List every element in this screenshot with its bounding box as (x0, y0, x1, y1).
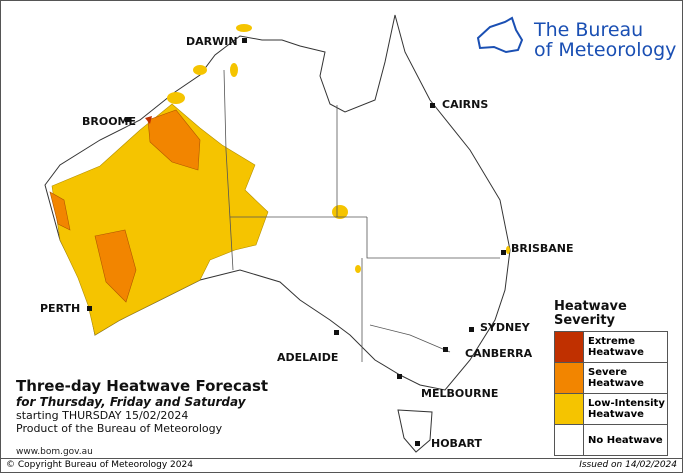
legend-item: Severe Heatwave (554, 362, 668, 393)
city-label: CAIRNS (442, 98, 488, 111)
legend-item: Extreme Heatwave (554, 331, 668, 362)
legend-item: No Heatwave (554, 424, 668, 456)
footer: © Copyright Bureau of Meteorology 2024 I… (0, 458, 683, 473)
legend-title: Heatwave Severity (554, 299, 627, 328)
subtitle: for Thursday, Friday and Saturday (16, 395, 246, 409)
logo-emblem (476, 16, 524, 54)
legend-label: Severe Heatwave (588, 367, 644, 389)
logo-text: The Bureau (534, 19, 644, 41)
city-label: PERTH (40, 302, 80, 315)
copyright: © Copyright Bureau of Meteorology 2024 (6, 460, 193, 470)
city-label: DARWIN (186, 35, 238, 48)
logo-text: of Meteorology (534, 39, 677, 61)
low-intensity-region (355, 265, 361, 273)
low-intensity-region (167, 92, 185, 104)
severe-region (49, 191, 71, 231)
low-intensity-region (193, 65, 207, 75)
legend-label: Extreme Heatwave (588, 336, 644, 358)
website: www.bom.gov.au (16, 447, 93, 457)
extreme-region (145, 116, 152, 124)
issued-date: Issued on 14/02/2024 (579, 460, 677, 470)
product-note: Product of the Bureau of Meteorology (16, 422, 223, 435)
city-markers (87, 38, 506, 446)
state-borders (223, 69, 500, 362)
low-intensity-region (230, 63, 238, 77)
legend-item: Low-Intensity Heatwave (554, 393, 668, 424)
city-label: BRISBANE (511, 242, 574, 255)
info: Three-day Heatwave Forecast for Thursday… (16, 377, 268, 435)
city-label: CANBERRA (465, 347, 533, 360)
legend-label: No Heatwave (588, 434, 663, 446)
severe-region (94, 229, 137, 303)
severe-region (147, 109, 201, 171)
start-date: starting THURSDAY 15/02/2024 (16, 409, 189, 422)
legend: Heatwave Severity Extreme Heatwave Sever… (554, 299, 668, 456)
city-label: ADELAIDE (277, 351, 338, 364)
low-intensity-region (236, 24, 252, 32)
low-intensity-region (332, 205, 348, 219)
city-label: HOBART (431, 437, 482, 450)
title: Three-day Heatwave Forecast (16, 377, 269, 395)
low-intensity-region (506, 246, 510, 254)
city-label: SYDNEY (480, 321, 531, 334)
legend-label: Low-Intensity Heatwave (588, 398, 665, 420)
logo: The Bureau of Meteorology (534, 20, 676, 60)
city-label: BROOME (82, 115, 136, 128)
city-label: MELBOURNE (421, 387, 498, 400)
tasmania (397, 409, 433, 453)
